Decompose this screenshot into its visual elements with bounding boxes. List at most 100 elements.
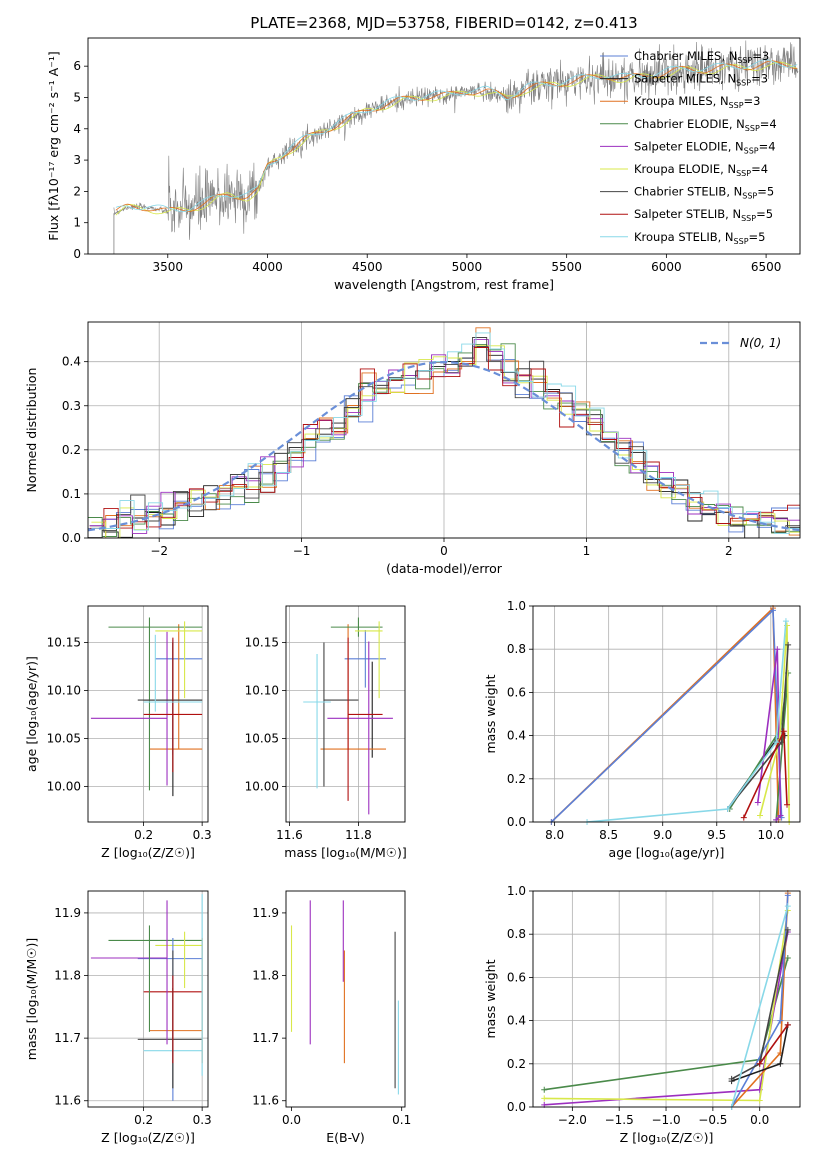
x-tick-label: 4000 [252, 260, 283, 274]
model-spectrum-line [115, 59, 798, 213]
weight-point [728, 1075, 735, 1082]
y-tick-label: 0.6 [507, 970, 526, 984]
y-tick-label: 0.0 [62, 531, 81, 545]
model-spectrum-line [115, 61, 798, 216]
axes-frame [87, 890, 209, 1108]
y-axis-label: Normed distribution [24, 368, 39, 493]
x-axis-label: E(B-V) [326, 1130, 365, 1145]
x-axis-label: Z [log₁₀(Z/Z☉)] [101, 845, 195, 860]
x-axis-label: Z [log₁₀(Z/Z☉)] [620, 1130, 714, 1145]
y-tick-label: 10.00 [245, 779, 279, 793]
x-tick-label: −2.0 [558, 1113, 587, 1127]
weight-line [586, 621, 787, 822]
x-tick-label: 11.8 [345, 828, 372, 842]
legend-label: Kroupa STELIB, NSSP=5 [634, 230, 765, 246]
x-tick-label: 2 [725, 544, 733, 558]
x-axis-label: age [log₁₀(age/yr)] [609, 845, 725, 860]
y-tick-label: 0 [73, 247, 81, 261]
x-axis-label: wavelength [Angstrom, rest frame] [334, 277, 554, 292]
x-tick-label: 9.0 [653, 828, 672, 842]
weight-point [774, 646, 781, 653]
x-tick-label: 0.3 [193, 828, 212, 842]
plot-layer: 3500 4000 4500 5000 5500 6000 6500 0 1 2 3 4 5 6 wavel… [24, 37, 801, 1145]
y-tick-label: 11.6 [54, 1094, 81, 1108]
x-tick-label: 8.5 [599, 828, 618, 842]
y-axis-label: mass weight [483, 674, 498, 753]
y-tick-label: 1.0 [507, 599, 526, 613]
y-tick-label: 0.2 [507, 1057, 526, 1071]
y-tick-label: 2 [73, 184, 81, 198]
x-tick-label: −1.0 [651, 1113, 680, 1127]
x-tick-label: 0.0 [750, 1113, 769, 1127]
weight-point [780, 728, 787, 735]
weight-point [541, 1095, 548, 1102]
y-axis-label: Flux [fλ10⁻¹⁷ erg cm⁻² s⁻¹ A⁻¹] [46, 51, 61, 240]
x-tick-label: 0.1 [392, 1113, 411, 1127]
y-axis-label: age [log₁₀(age/yr)] [24, 656, 39, 772]
legend-label: Kroupa ELODIE, NSSP=4 [634, 162, 768, 178]
weight-point [784, 926, 791, 933]
weight-point [784, 801, 791, 808]
weight-point [777, 812, 784, 819]
legend-label: Chabrier STELIB, NSSP=5 [634, 185, 774, 201]
chart-residuals: −2 −1 0 1 2 0.0 0.1 0.2 0.3 0.4 (data-model)/error… [24, 321, 801, 576]
histogram-step [88, 345, 800, 533]
x-tick-label: 0.0 [282, 1113, 301, 1127]
chart-weight-vs-age: 8.0 8.5 9.0 9.5 10.0 0.0 0.2 0.4 0.6 0.8 1.0 age [l… [483, 599, 801, 860]
weight-point [769, 607, 776, 614]
x-tick-label: 5500 [551, 260, 582, 274]
x-axis-label: mass [log₁₀(M/M☉)] [284, 845, 406, 860]
x-tick-label: −2 [150, 544, 168, 558]
x-tick-label: −1 [293, 544, 311, 558]
chart-mass-vs-EBV: 0.0 0.1 11.6 11.7 11.8 11.9 E(B-V) [252, 890, 411, 1145]
chart-spectrum: 3500 4000 4500 5000 5500 6000 6500 0 1 2 3 4 5 6 wavel… [46, 37, 801, 292]
x-axis-label: Z [log₁₀(Z/Z☉)] [101, 1130, 195, 1145]
axes-frame [87, 605, 209, 823]
axes-frame [532, 890, 801, 1108]
histogram-step [89, 346, 800, 538]
weight-point [784, 1021, 791, 1028]
x-tick-label: −0.5 [698, 1113, 727, 1127]
x-tick-label: 0.2 [134, 828, 153, 842]
weight-point [777, 1060, 784, 1067]
weight-point [724, 806, 731, 813]
histogram-step [89, 347, 800, 529]
x-tick-label: 8.0 [545, 828, 564, 842]
model-spectrum-line [115, 60, 798, 213]
y-tick-label: 0.0 [507, 815, 526, 829]
legend-label: Salpeter STELIB, NSSP=5 [634, 207, 773, 223]
x-tick-label: 4500 [352, 260, 383, 274]
weight-point [784, 954, 791, 961]
y-tick-label: 0.8 [507, 642, 526, 656]
y-tick-label: 1.0 [507, 884, 526, 898]
y-tick-label: 0.2 [62, 443, 81, 457]
histogram-step [91, 332, 800, 534]
y-axis-label: mass [log₁₀(M/M☉)] [24, 938, 39, 1060]
y-tick-label: 11.8 [252, 969, 279, 983]
legend-label: Chabrier ELODIE, NSSP=4 [634, 117, 777, 133]
x-tick-label: 0.3 [193, 1113, 212, 1127]
x-tick-label: 5000 [452, 260, 483, 274]
y-axis-label: mass weight [483, 959, 498, 1038]
axes-frame [285, 890, 406, 1108]
x-tick-label: 3500 [153, 260, 184, 274]
weight-point [756, 1097, 763, 1104]
y-tick-label: 10.15 [245, 635, 279, 649]
x-tick-label: 11.6 [276, 828, 303, 842]
legend-label: Salpeter MILES, NSSP=3 [634, 72, 768, 88]
y-tick-label: 11.7 [54, 1031, 81, 1045]
y-tick-label: 10.00 [47, 779, 81, 793]
y-tick-label: 11.9 [54, 906, 81, 920]
weight-point [777, 1017, 784, 1024]
x-tick-label: 1 [583, 544, 591, 558]
axes-frame [532, 605, 801, 823]
weight-point [740, 814, 747, 821]
x-tick-label: 0.2 [134, 1113, 153, 1127]
y-tick-label: 0.4 [507, 1014, 526, 1028]
weight-point [785, 641, 792, 648]
weight-point [784, 892, 791, 899]
data-spectrum-line [113, 40, 799, 240]
x-tick-label: 0 [440, 544, 448, 558]
y-tick-label: 11.9 [252, 906, 279, 920]
